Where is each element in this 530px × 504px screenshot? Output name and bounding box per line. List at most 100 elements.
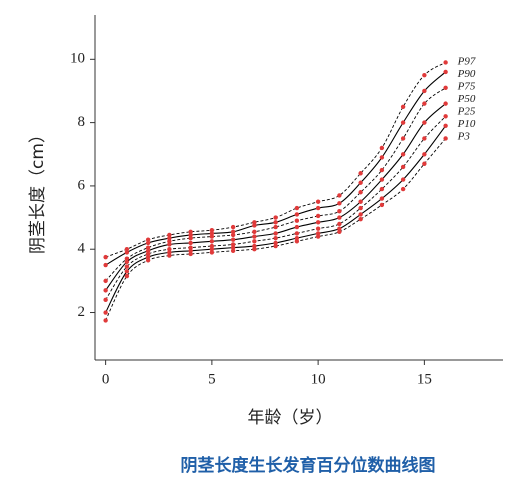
data-point bbox=[167, 242, 172, 247]
data-point bbox=[124, 259, 130, 265]
legend-label: P90 bbox=[457, 68, 476, 80]
data-point bbox=[252, 220, 257, 225]
data-point bbox=[167, 250, 172, 255]
data-point bbox=[209, 231, 215, 236]
data-point bbox=[379, 145, 385, 151]
x-tick-label: 5 bbox=[208, 371, 216, 387]
data-point bbox=[337, 209, 342, 214]
data-point bbox=[103, 318, 108, 323]
data-point bbox=[188, 229, 193, 235]
data-point bbox=[273, 235, 278, 241]
y-axis-label: 阴茎长度（cm） bbox=[28, 126, 48, 254]
data-point bbox=[337, 226, 342, 231]
y-tick-label: 2 bbox=[78, 304, 86, 320]
data-point bbox=[400, 186, 406, 192]
data-point bbox=[422, 88, 427, 94]
data-point bbox=[103, 288, 108, 293]
y-tick-label: 4 bbox=[78, 241, 86, 257]
data-point bbox=[124, 256, 130, 261]
data-point bbox=[337, 193, 342, 198]
data-point bbox=[315, 234, 321, 239]
data-point bbox=[422, 136, 427, 141]
percentile-line bbox=[105, 87, 446, 282]
legend-label: P25 bbox=[457, 106, 476, 118]
data-point bbox=[422, 120, 427, 125]
data-point bbox=[273, 231, 278, 236]
data-point bbox=[167, 239, 172, 244]
data-point bbox=[315, 199, 321, 204]
legend-label: P10 bbox=[457, 118, 476, 130]
data-point bbox=[294, 212, 300, 217]
data-point bbox=[422, 161, 427, 166]
data-point bbox=[337, 221, 342, 227]
data-point bbox=[145, 237, 151, 242]
data-point bbox=[145, 254, 151, 260]
data-point bbox=[230, 242, 236, 247]
data-point bbox=[294, 224, 300, 230]
data-point bbox=[230, 245, 236, 250]
data-point bbox=[167, 235, 172, 241]
legend-label: P50 bbox=[457, 93, 476, 105]
data-point bbox=[188, 235, 193, 241]
data-point bbox=[209, 243, 215, 249]
data-point bbox=[209, 234, 215, 239]
data-point bbox=[294, 218, 300, 223]
data-point bbox=[422, 152, 427, 157]
data-point bbox=[252, 239, 257, 244]
data-point bbox=[167, 247, 172, 252]
data-point bbox=[145, 258, 151, 263]
data-point bbox=[188, 245, 193, 250]
data-point bbox=[273, 243, 278, 249]
data-point bbox=[124, 247, 130, 252]
data-point bbox=[379, 202, 385, 208]
data-point bbox=[294, 231, 300, 236]
data-point bbox=[379, 155, 385, 160]
data-point bbox=[443, 114, 448, 119]
data-point bbox=[209, 228, 215, 233]
data-point bbox=[167, 253, 172, 258]
y-tick-label: 8 bbox=[78, 114, 86, 130]
data-point bbox=[252, 234, 257, 239]
data-point bbox=[167, 232, 172, 238]
chart-title: 阴茎长度生长发育百分位数曲线图 bbox=[181, 455, 436, 476]
data-point bbox=[145, 245, 151, 250]
x-tick-label: 0 bbox=[102, 371, 110, 387]
data-point bbox=[337, 215, 342, 220]
data-point bbox=[443, 101, 448, 106]
data-point bbox=[443, 60, 448, 65]
data-point bbox=[315, 220, 321, 225]
data-point bbox=[188, 240, 193, 246]
data-point bbox=[379, 186, 385, 192]
data-point bbox=[400, 104, 406, 109]
x-tick-label: 15 bbox=[417, 371, 432, 387]
data-point bbox=[358, 216, 363, 222]
data-point bbox=[443, 69, 448, 75]
data-point bbox=[188, 248, 193, 254]
y-tick-label: 10 bbox=[70, 51, 85, 67]
data-point bbox=[209, 247, 215, 252]
data-point bbox=[230, 224, 236, 230]
data-point bbox=[358, 190, 363, 195]
data-point bbox=[124, 264, 130, 269]
data-point bbox=[230, 237, 236, 242]
data-point bbox=[230, 229, 236, 235]
legend-label: P3 bbox=[457, 131, 471, 143]
data-point bbox=[145, 240, 151, 246]
data-point bbox=[103, 310, 108, 315]
data-point bbox=[400, 177, 406, 182]
data-point bbox=[337, 229, 342, 235]
data-point bbox=[294, 205, 300, 211]
data-point bbox=[315, 226, 321, 231]
x-tick-label: 10 bbox=[311, 371, 326, 387]
data-point bbox=[103, 262, 108, 268]
data-point bbox=[443, 123, 448, 128]
data-point bbox=[230, 248, 236, 254]
data-point bbox=[273, 215, 278, 220]
data-point bbox=[124, 273, 130, 279]
data-point bbox=[379, 196, 385, 201]
data-point bbox=[315, 205, 321, 211]
data-point bbox=[273, 220, 278, 225]
data-point bbox=[443, 85, 448, 90]
data-point bbox=[422, 101, 427, 106]
